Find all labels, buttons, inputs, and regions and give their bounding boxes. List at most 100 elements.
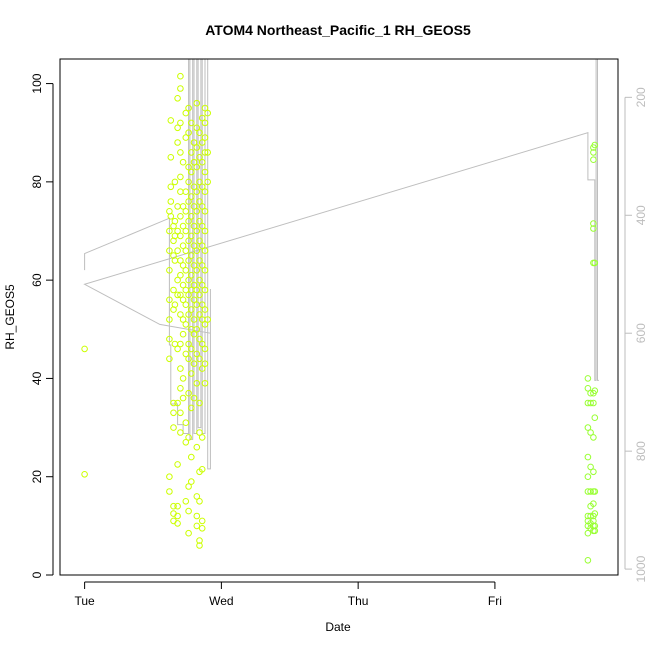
data-point [590,468,597,476]
data-point [198,365,206,372]
data-point [204,109,211,117]
data-point [201,208,209,215]
data-point [171,178,179,186]
y2-tick-label: 1000 [634,555,648,582]
data-point [174,502,181,510]
data-point [584,473,592,481]
data-point [196,276,203,284]
data-point [185,529,192,537]
data-point [193,350,201,358]
data-point [177,271,184,279]
data-point [177,188,184,195]
data-point [201,306,209,313]
data-point [177,149,184,156]
data-point [177,365,184,372]
data-point [196,257,203,264]
y-tick-label: 80 [30,175,44,189]
data-point [190,281,198,289]
data-point [590,220,597,227]
points-layer [81,72,599,564]
data-point [196,311,203,318]
data-point [188,370,195,377]
data-point [190,222,198,230]
data-point [174,203,181,210]
data-point [177,311,184,318]
data-point [174,461,181,468]
data-point [587,463,594,471]
data-point [196,498,203,505]
data-point [584,557,592,564]
data-point [193,512,201,520]
data-point [591,414,599,422]
data-point [204,149,211,156]
data-point [198,262,206,269]
data-point [182,188,190,195]
data-point [190,330,198,338]
data-point [179,296,187,304]
data-point [179,316,187,323]
y-tick-label: 20 [30,470,44,484]
data-point [177,385,184,392]
data-point [174,345,181,353]
data-point [196,542,203,549]
data-point [182,267,190,274]
data-point [201,360,209,368]
data-point [182,134,190,141]
data-point [174,276,181,284]
data-point [587,399,594,407]
data-point [185,178,192,186]
data-point [201,104,209,112]
data-point [179,222,187,230]
chart-title: ATOM4 Northeast_Pacific_1 RH_GEOS5 [205,22,471,38]
data-point [190,158,198,166]
data-point [171,217,179,225]
data-point [201,286,209,294]
data-point [167,183,175,191]
data-point [182,498,190,505]
data-point [198,517,206,525]
data-point [174,247,181,254]
data-point [590,500,597,508]
data-point [170,399,177,407]
y-tick-label: 100 [30,73,44,93]
data-point [185,104,192,112]
data-point [177,72,184,80]
data-point [179,242,187,249]
data-point [590,156,597,163]
data-point [198,434,206,441]
data-point [193,326,201,333]
data-point [193,227,201,235]
data-point [196,154,203,161]
data-point [166,296,173,304]
data-point [193,99,201,107]
data-point [166,227,173,235]
data-point [167,213,175,220]
data-point [201,188,209,195]
data-point [185,355,192,363]
data-point [174,124,181,132]
data-point [185,237,192,245]
data-point [81,345,88,353]
data-point [177,85,184,92]
data-point [188,193,195,200]
profile-line-layer [83,58,599,470]
data-point [198,340,206,348]
data-point [188,478,195,485]
data-point [190,316,198,323]
data-point [188,232,195,240]
data-point [166,316,173,323]
data-point [198,222,206,230]
data-point [590,399,597,407]
data-point [179,262,187,269]
data-point [196,429,203,436]
data-point [587,429,594,436]
data-point [190,242,198,249]
data-point [590,149,597,156]
data-point [196,237,203,245]
data-point [201,149,209,156]
data-point [196,178,203,186]
data-point [185,311,192,318]
data-point [188,453,195,461]
data-point [166,267,173,274]
data-point [174,139,181,146]
